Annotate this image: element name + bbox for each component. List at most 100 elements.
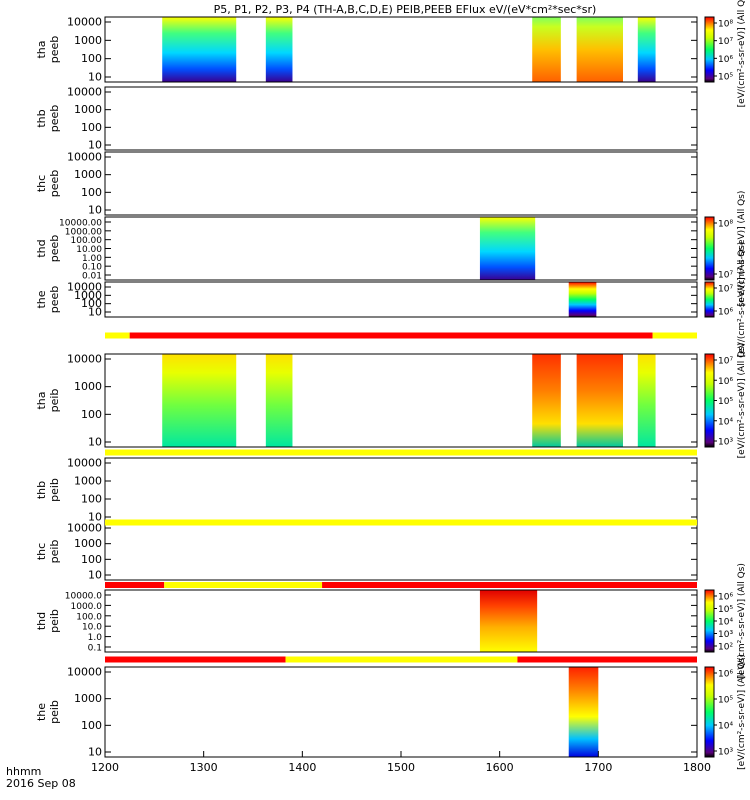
mode-bar-segment <box>164 582 323 588</box>
spectrogram-block <box>532 17 561 82</box>
mode-bar-segment <box>322 582 697 588</box>
y-tick-label: 10000 <box>67 522 102 535</box>
y-tick-label: 100 <box>81 186 102 199</box>
colorbar-tick-label: 10⁴ <box>718 722 733 732</box>
panel-frame <box>104 16 698 83</box>
panel-product-label: peib <box>48 478 61 502</box>
panel-probe-label: thb <box>35 109 48 127</box>
panel-probe-label: thd <box>35 239 48 257</box>
y-tick-label: 1000.0 <box>71 602 103 612</box>
colorbar-label: [eV/(cm²-s-sr-eV)] (All Qs) <box>737 242 747 358</box>
y-tick-label: 10 <box>88 569 102 582</box>
colorbar-tick-label: 10³ <box>718 438 733 448</box>
colorbar <box>704 666 715 758</box>
panel-probe-label: thc <box>35 175 48 192</box>
colorbar-tick-label: 10⁸ <box>718 20 733 30</box>
colorbar-tick-label: 10⁷ <box>718 285 733 295</box>
mode-bar <box>105 582 697 588</box>
spectrogram-block <box>479 217 536 280</box>
spectrogram-block <box>637 17 656 82</box>
x-tick-label: 1300 <box>190 761 218 774</box>
mode-bar <box>105 332 697 339</box>
panel-thb-peib: 10 100 1000 10000 thb peib <box>35 457 698 524</box>
panel-product-label: peib <box>48 540 61 564</box>
x-tick-label: 1800 <box>683 761 711 774</box>
y-tick-label: 10 <box>88 511 102 524</box>
panel-probe-label: the <box>35 290 48 308</box>
mode-bar-segment <box>129 332 653 339</box>
panel-frame <box>104 522 698 581</box>
panel-thb-peeb: 10 100 1000 10000 thb peeb <box>35 86 698 152</box>
panel-frame <box>104 86 698 151</box>
panel-product-label: peib <box>48 609 61 633</box>
y-tick-label: 10 <box>88 746 102 759</box>
x-tick-label: 1600 <box>486 761 514 774</box>
panel-frame <box>104 353 698 448</box>
spectrogram-block <box>568 667 599 757</box>
colorbar-tick-label: 10⁸ <box>718 220 733 230</box>
panel-product-label: peeb <box>48 286 61 314</box>
y-tick-label: 100 <box>81 719 102 732</box>
y-tick-label: 1000 <box>74 380 102 393</box>
mode-bar-segment <box>105 582 165 588</box>
panel-frame <box>104 666 698 758</box>
y-tick-label: 10 <box>88 436 102 449</box>
colorbar-tick-label: 10⁶ <box>718 377 733 387</box>
colorbar-tick-label: 10⁵ <box>718 696 733 706</box>
panel-product-label: peeb <box>48 105 61 133</box>
colorbar <box>704 589 715 653</box>
y-tick-label: 100.0 <box>76 612 102 622</box>
y-tick-label: 10000.0 <box>65 592 102 602</box>
colorbar-label: [eV/(cm²-s-sr-eV)] (All Qs) <box>737 191 747 307</box>
y-tick-label: 10 <box>88 71 102 84</box>
y-tick-label: 1000 <box>74 34 102 47</box>
y-tick-label: 10000 <box>67 457 102 470</box>
y-tick-label: 100 <box>81 52 102 65</box>
panel-product-label: peib <box>48 700 61 724</box>
y-tick-label: 100 <box>81 493 102 506</box>
spectrogram-block <box>576 17 623 82</box>
y-tick-label: 10 <box>88 204 102 217</box>
colorbar-tick-label: 10⁴ <box>718 618 733 628</box>
y-tick-label: 1.00 <box>82 254 102 264</box>
y-tick-label: 1000 <box>74 103 102 116</box>
y-tick-label: 100 <box>81 121 102 134</box>
colorbar-tick-label: 10⁷ <box>718 271 733 281</box>
spectrogram-block <box>637 354 656 447</box>
panel-probe-label: thd <box>35 612 48 630</box>
y-tick-label: 10000 <box>67 151 102 164</box>
spectrogram-block <box>265 354 293 447</box>
spectrogram-block <box>162 17 237 82</box>
mode-bar-segment <box>285 656 518 663</box>
panel-frame <box>104 151 698 216</box>
panel-product-label: peib <box>48 389 61 413</box>
y-tick-label: 0.10 <box>82 263 102 273</box>
colorbar <box>704 216 715 281</box>
y-tick-label: 10000.00 <box>59 219 102 229</box>
x-tick-label: 1700 <box>584 761 612 774</box>
spectrogram-block <box>162 354 237 447</box>
y-tick-label: 10000 <box>67 353 102 366</box>
colorbar-label: [eV/(cm²-s-sr-eV)] (All Qs) <box>737 0 747 107</box>
y-tick-label: 100 <box>81 297 102 310</box>
y-tick-label: 10.00 <box>76 245 102 255</box>
y-tick-label: 10000 <box>67 16 102 29</box>
mode-bar-segment <box>652 332 697 339</box>
panel-frame <box>104 281 698 318</box>
colorbar-tick-label: 10³ <box>718 630 733 640</box>
y-tick-label: 1000 <box>74 475 102 488</box>
y-tick-label: 10 <box>88 306 102 319</box>
mode-bar-segment <box>105 656 286 663</box>
y-tick-label: 0.01 <box>82 272 102 282</box>
panel-frame <box>104 457 698 523</box>
x-tick-label: 1400 <box>288 761 316 774</box>
spectrogram-block <box>265 17 293 82</box>
y-tick-label: 10000 <box>67 86 102 99</box>
colorbar <box>704 281 715 318</box>
y-tick-label: 0.1 <box>88 644 102 654</box>
panel-probe-label: thb <box>35 481 48 499</box>
